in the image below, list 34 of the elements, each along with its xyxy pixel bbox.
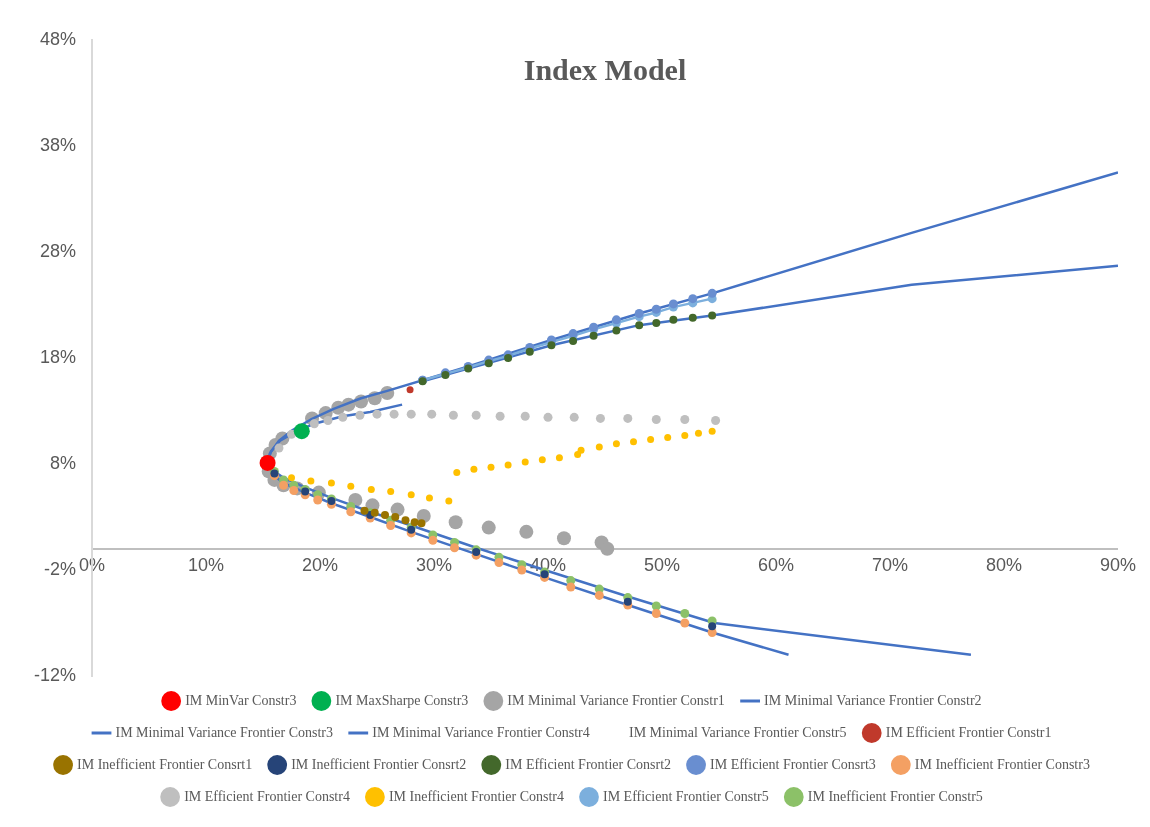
legend-label: IM Inefficient Frontier Consrt1 <box>77 756 253 772</box>
x-tick-label: 50% <box>643 554 681 575</box>
y-tick-label: 48% <box>39 28 77 49</box>
x-tick-label: 80% <box>985 554 1023 575</box>
legend-label: IM Inefficient Frontier Constr5 <box>807 788 983 804</box>
legend-label: IM Minimal Variance Frontier Constr1 <box>507 692 725 708</box>
x-tick-label: 90% <box>1099 554 1136 575</box>
y-tick-label: 8% <box>50 452 77 473</box>
y-tick-label: 18% <box>39 346 77 367</box>
x-tick-label: 60% <box>757 554 795 575</box>
x-tick-label: 10% <box>188 554 225 575</box>
x-tick-label: 70% <box>871 554 909 575</box>
legend-label: IM Minimal Variance Frontier Constr4 <box>372 724 590 740</box>
legend-label: IM Efficient Frontier Constr5 <box>603 788 769 804</box>
legend-label: IM Inefficient Frontier Constr3 <box>914 756 1090 772</box>
x-tick-label: 20% <box>302 554 339 575</box>
legend-label: IM Inefficient Frontier Constr4 <box>388 788 565 804</box>
legend-label: IM Efficient Frontier Constr1 <box>885 724 1052 740</box>
y-tick-label: -2% <box>44 558 77 579</box>
legend-label: IM Efficient Frontier Constr4 <box>184 788 350 804</box>
y-tick-label: -12% <box>33 664 77 685</box>
x-tick-label: 0% <box>79 554 106 575</box>
x-tick-label: 30% <box>415 554 453 575</box>
legend-label: IM Inefficient Frontier Consrt2 <box>291 756 467 772</box>
y-tick-label: 28% <box>39 240 77 261</box>
text: IM Minimal Variance Frontier Constr5 <box>628 724 847 740</box>
legend-label: IM MinVar Constr3 <box>185 692 297 708</box>
y-tick-label: 38% <box>39 134 77 155</box>
legend-label: IM MaxSharpe Constr3 <box>335 692 469 708</box>
text: Index Model <box>523 52 687 86</box>
legend-label: IM Minimal Variance Frontier Constr2 <box>764 692 982 708</box>
legend-label: IM Minimal Variance Frontier Constr3 <box>115 724 334 740</box>
legend-label: IM Efficient Frontier Consrt3 <box>710 756 876 772</box>
legend-label: IM Efficient Frontier Consrt2 <box>505 756 672 772</box>
